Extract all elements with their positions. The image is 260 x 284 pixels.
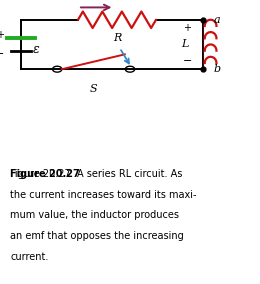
Text: −: −: [183, 56, 192, 66]
Text: Figure 20.27: Figure 20.27: [10, 169, 80, 179]
Text: +: +: [183, 23, 191, 33]
Text: +: +: [0, 30, 4, 39]
Text: R: R: [113, 33, 121, 43]
Text: S: S: [90, 84, 98, 94]
Text: b: b: [213, 64, 220, 74]
Text: a: a: [213, 15, 220, 25]
Text: the current increases toward its maxi-: the current increases toward its maxi-: [10, 190, 197, 200]
Text: −: −: [0, 49, 5, 59]
Text: current.: current.: [10, 252, 49, 262]
Text: ε: ε: [32, 43, 39, 56]
Text: mum value, the inductor produces: mum value, the inductor produces: [10, 210, 179, 220]
Text: an emf that opposes the increasing: an emf that opposes the increasing: [10, 231, 184, 241]
Text: L: L: [181, 39, 188, 49]
Text: Figure 20.27  A series RL circuit. As: Figure 20.27 A series RL circuit. As: [10, 169, 183, 179]
Text: I: I: [94, 0, 99, 3]
